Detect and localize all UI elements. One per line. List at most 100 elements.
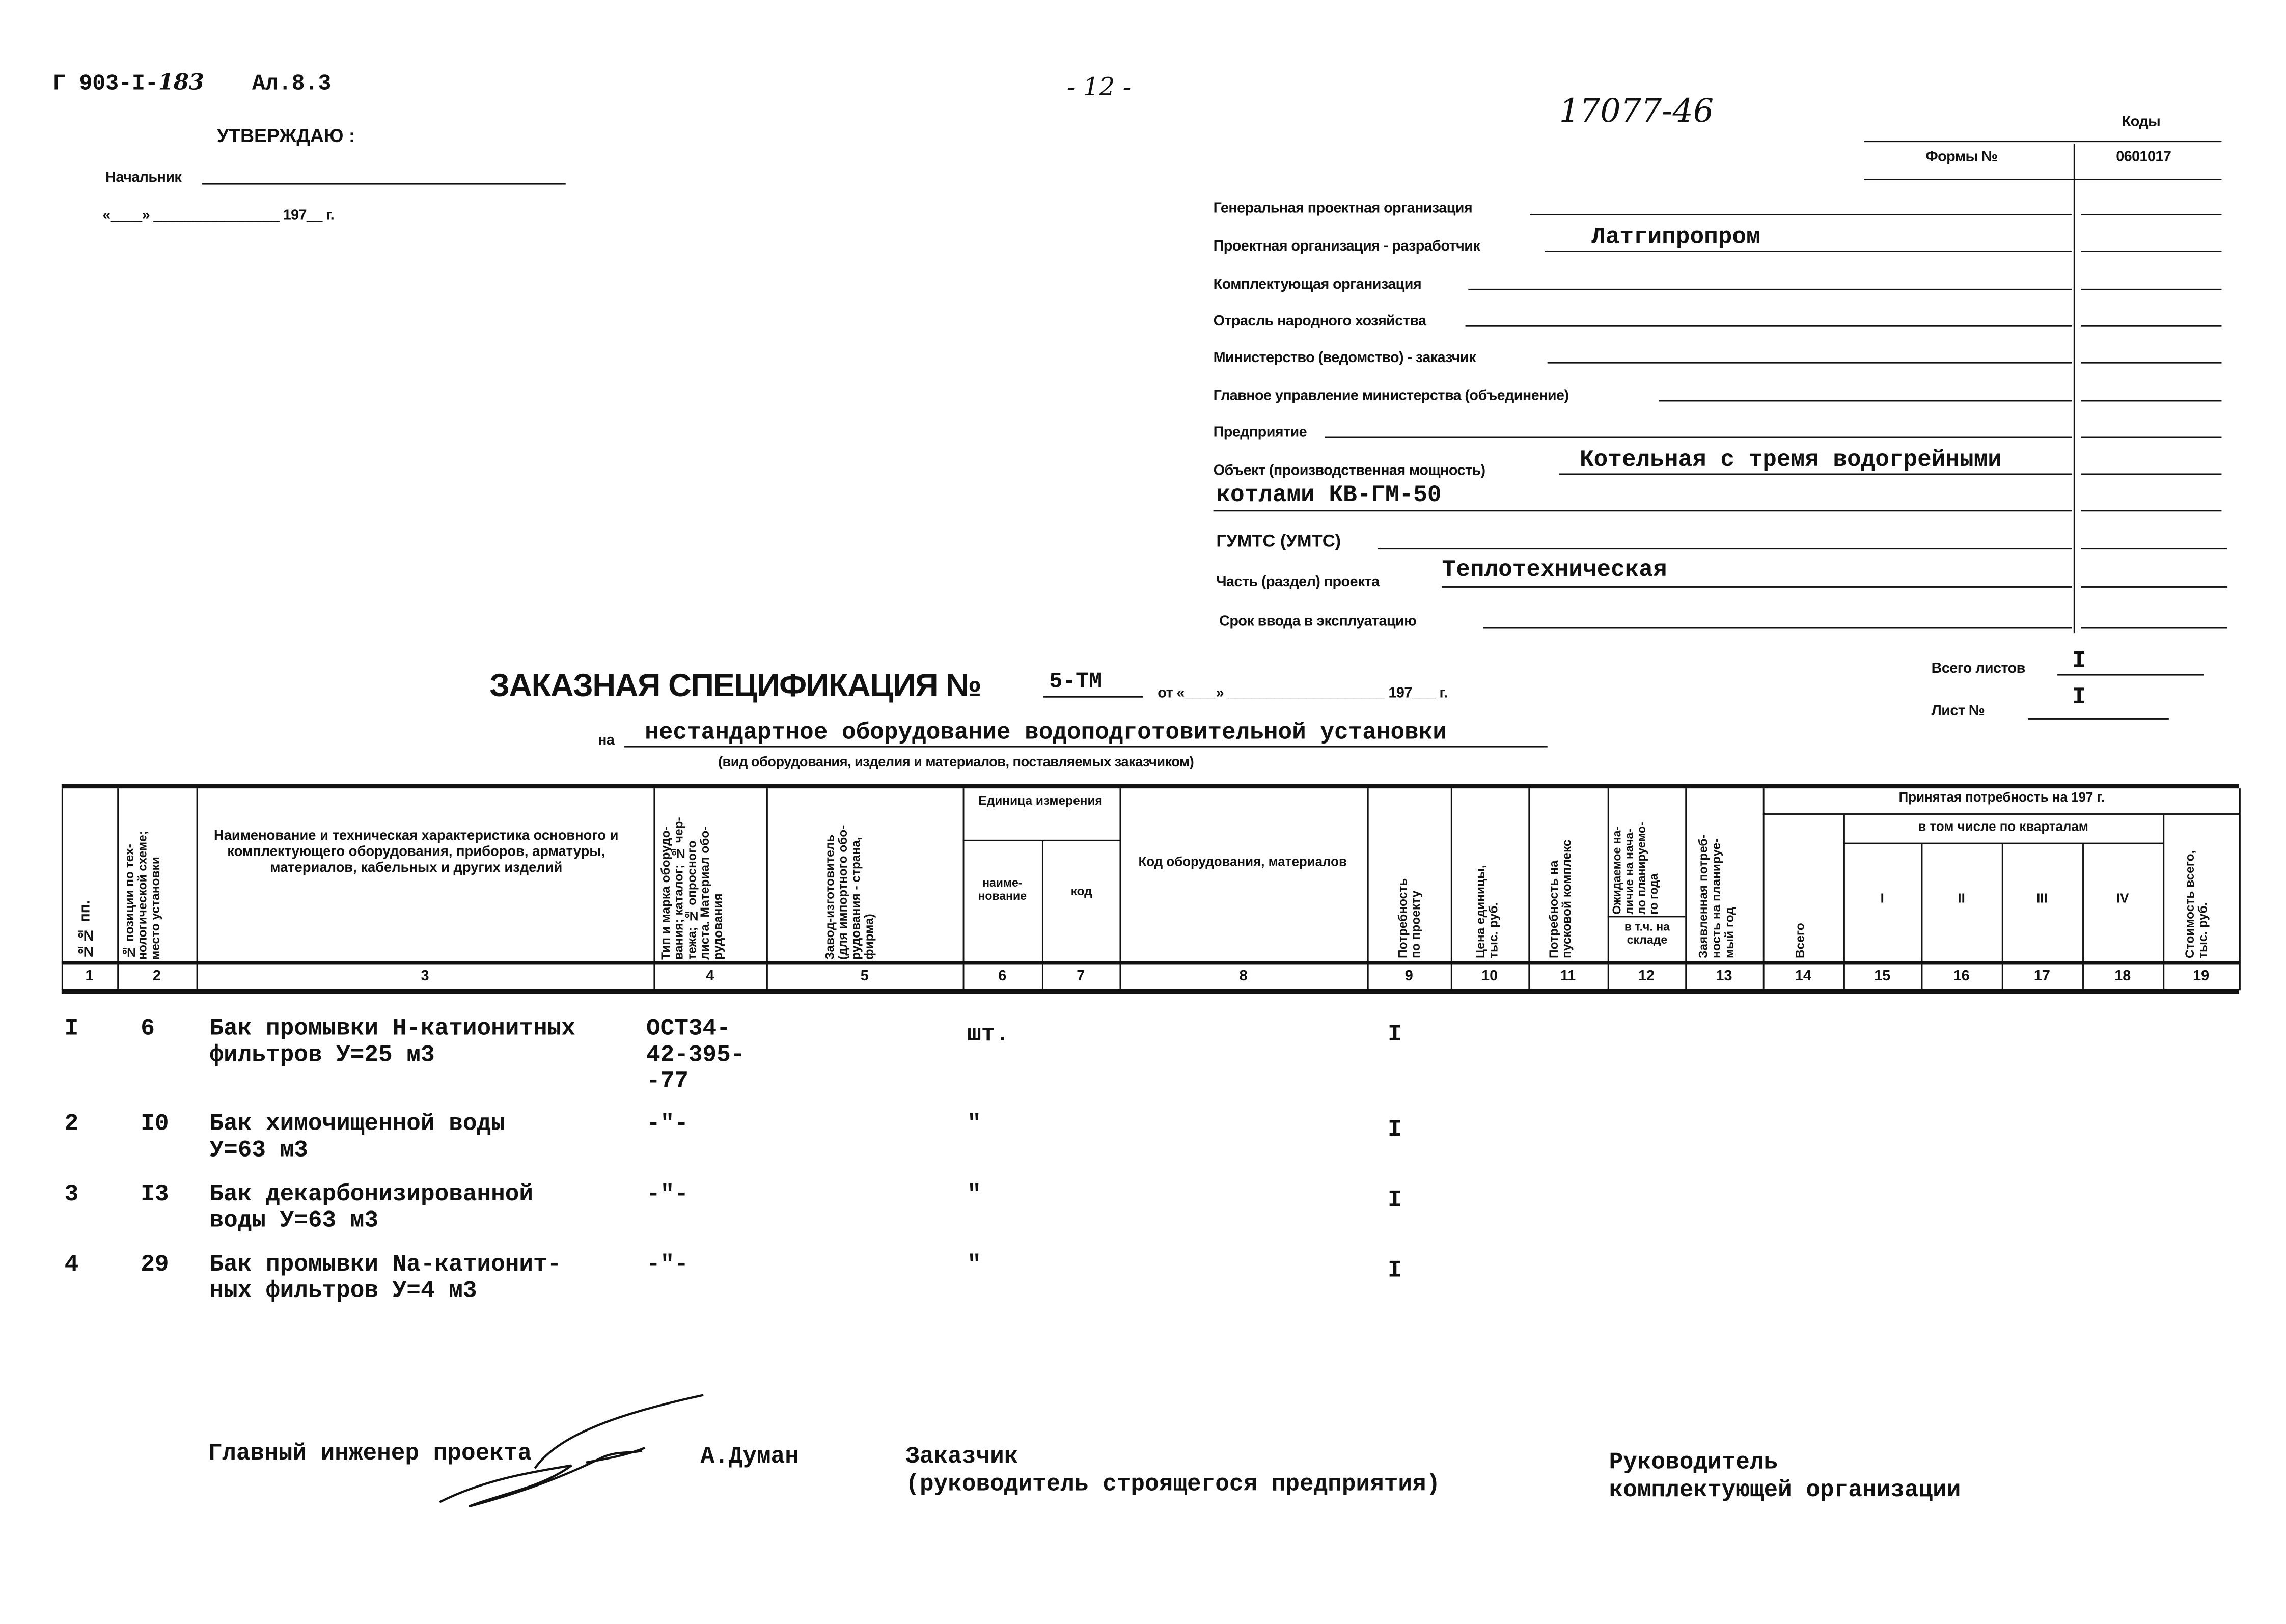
row-type: -"- — [646, 1181, 688, 1208]
header-c19: Стоимость всего, тыс. руб. — [2182, 850, 2210, 958]
col-number: 1 — [85, 969, 94, 985]
field-value-developer: Латгипропром — [1591, 224, 1760, 251]
code-line — [2081, 436, 2222, 438]
row-name: У=63 м3 — [209, 1137, 308, 1164]
header-bottom-line — [61, 961, 2239, 965]
row-type: 42-395- — [646, 1041, 745, 1068]
col-border — [1921, 844, 1923, 991]
col-border — [61, 788, 63, 991]
col-number: 2 — [152, 969, 161, 985]
row-unit: " — [967, 1181, 981, 1208]
col-number: 4 — [706, 969, 714, 985]
field-label: Главное управление министерства (объедин… — [1213, 388, 1569, 405]
code-line — [2081, 400, 2222, 402]
row-quantity: I — [1388, 1187, 1402, 1214]
signature — [439, 1394, 704, 1508]
col-number: 12 — [1638, 969, 1655, 985]
header-c7: код — [1070, 884, 1092, 898]
field-label: Проектная организация - разработчик — [1213, 239, 1480, 255]
doc-code-handwritten: 183 — [158, 69, 204, 96]
field-line — [1559, 473, 2072, 475]
col-number: 6 — [998, 969, 1007, 985]
header-q1: I — [1880, 891, 1884, 906]
col-border — [1607, 788, 1609, 991]
sheet-line — [2028, 718, 2169, 720]
head-label: Руководитель — [1609, 1449, 1778, 1476]
form-value: 0601017 — [2116, 149, 2171, 166]
header-c1: №№ пп. — [77, 900, 94, 958]
col-number: 3 — [421, 969, 429, 985]
code-line — [2081, 251, 2222, 252]
row-number: I — [64, 1015, 79, 1042]
on-label: на — [598, 732, 615, 749]
header-accepted: Принятая потребность на 197 г. — [1898, 790, 2105, 805]
col-border — [1041, 841, 1043, 991]
field-label: Генеральная проектная организация — [1213, 201, 1473, 217]
header-c8: Код оборудования, материалов — [1138, 854, 1347, 869]
code-line — [2081, 586, 2227, 588]
row-position: 6 — [141, 1015, 155, 1042]
row-name: фильтров У=25 м3 — [209, 1041, 435, 1068]
row-unit: " — [967, 1111, 981, 1138]
col-number: 9 — [1404, 969, 1413, 985]
field-line — [1377, 548, 2072, 550]
col-border — [653, 788, 655, 991]
col-border — [2082, 844, 2084, 991]
code-line — [2081, 325, 2222, 327]
header-c2: № позиции по тех- нологической схеме; ме… — [121, 831, 162, 960]
row-type: -"- — [646, 1111, 688, 1138]
col-number: 17 — [2033, 969, 2050, 985]
spec-subject-note: (вид оборудования, изделия и материалов,… — [718, 754, 1194, 771]
field-label: Объект (производственная мощность) — [1213, 463, 1485, 479]
col-number: 11 — [1560, 969, 1576, 985]
header-c12b: в т.ч. на складе — [1624, 920, 1670, 947]
quarters-divider — [1843, 842, 2163, 844]
page-number: - 12 - — [1066, 73, 1132, 103]
field-line — [1483, 627, 2072, 629]
row-number: 4 — [64, 1251, 79, 1278]
row-position: 29 — [141, 1251, 169, 1278]
chief-line — [202, 183, 566, 185]
header-c10: Цена единицы, тыс. руб. — [1472, 865, 1501, 958]
spec-date: от «____» ____________________ 197___ г. — [1158, 685, 1448, 702]
col-border — [117, 788, 119, 991]
row-name: Бак промывки Na-катионит- — [209, 1251, 562, 1278]
spec-subject-line — [624, 746, 1548, 748]
code-line — [2081, 548, 2227, 550]
col-border — [1762, 788, 1765, 991]
table-header-bottom-border — [61, 989, 2239, 994]
header-c11: Потребность на пусковой комплекс — [1546, 839, 1574, 958]
col-border — [962, 788, 965, 991]
row-type: -77 — [646, 1068, 688, 1095]
row-position: I0 — [141, 1111, 169, 1138]
row-name: воды У=63 м3 — [209, 1207, 379, 1234]
field-label: ГУМТС (УМТС) — [1216, 530, 1341, 551]
col-border — [1450, 788, 1452, 991]
spec-number: 5-ТМ — [1049, 670, 1103, 695]
accepted-divider — [1762, 813, 2239, 815]
col-border — [196, 788, 198, 991]
field-line — [1465, 325, 2072, 327]
spec-title: ЗАКАЗНАЯ СПЕЦИФИКАЦИЯ № — [489, 667, 982, 704]
sheets-total: I — [2072, 647, 2086, 674]
header-c5: Завод-изготовитель (для импортного обо- … — [822, 825, 876, 960]
field-label: Срок ввода в эксплуатацию — [1219, 614, 1417, 630]
codes-top-line — [1864, 141, 2222, 143]
field-line — [1659, 400, 2072, 402]
row-name: ных фильтров У=4 м3 — [209, 1278, 477, 1305]
field-line — [1325, 436, 2072, 438]
chief-label: Начальник — [105, 170, 182, 186]
code-line — [2081, 288, 2222, 290]
header-quarters: в том числе по кварталам — [1918, 819, 2088, 834]
header-c12a: Ожидаемое на- личие на нача- ло планируе… — [1610, 822, 1661, 915]
header-c14: Всего — [1792, 923, 1807, 958]
code-line — [2081, 473, 2222, 475]
chief-engineer-name: А.Думан — [700, 1443, 799, 1470]
doc-code-prefix: Г 903-I- — [52, 72, 158, 97]
col-border — [766, 788, 768, 991]
field-label: Отрасль народного хозяйства — [1213, 313, 1426, 330]
field-line — [1468, 288, 2072, 290]
row-unit: шт. — [967, 1021, 1010, 1048]
sheet-number: I — [2072, 684, 2086, 711]
sheet-label: Лист № — [1931, 703, 1985, 720]
